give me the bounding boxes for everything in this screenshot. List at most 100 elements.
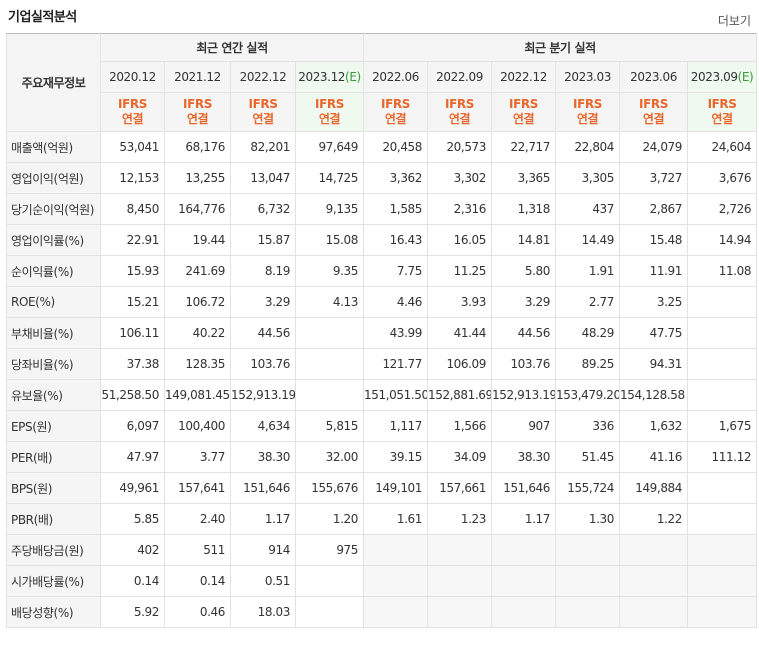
more-link[interactable]: 더보기 (717, 14, 751, 28)
table-cell: 8,450 (100, 193, 165, 225)
table-cell: 22,717 (491, 131, 557, 163)
table-cell: 1,632 (619, 410, 689, 442)
table-cell: 1,318 (491, 193, 557, 225)
period-label: 2023.09(E) (690, 70, 754, 84)
table-cell: 154,128.58 (619, 379, 689, 411)
consolidated-label: 연결 (186, 112, 209, 126)
table-row: 배당성향(%) 5.92 0.46 18.03 (6, 596, 758, 628)
table-cell: 94.31 (619, 348, 689, 380)
table-row: 유보율(%) 51,258.50 149,081.45 152,913.19 151,0… (6, 379, 758, 411)
table-cell: 44.56 (230, 317, 296, 349)
table-cell: 3,676 (687, 162, 758, 194)
table-cell (491, 596, 557, 628)
table-cell: 24,604 (687, 131, 758, 163)
period-header: 2023.03 (555, 61, 621, 93)
table-cell: 103.76 (491, 348, 557, 380)
table-cell: 9,135 (294, 193, 365, 225)
table-row: 순이익률(%) 15.93 241.69 8.19 9.35 7.75 11.25 5.80 1… (6, 255, 758, 287)
table-cell: 16.43 (363, 224, 429, 256)
table-cell: 155,676 (294, 472, 365, 504)
row-label: EPS(원) (6, 410, 101, 442)
table-cell: 100,400 (164, 410, 231, 442)
table-cell: 128.35 (164, 348, 231, 380)
table-cell: 68,176 (164, 131, 231, 163)
row-label: 영업이익(억원) (6, 162, 101, 194)
row-label: 당좌비율(%) (6, 348, 101, 380)
table-cell: 152,913.19 (491, 379, 557, 411)
table-cell (687, 596, 758, 628)
table-cell: 9.35 (294, 255, 365, 287)
table-cell (427, 534, 493, 566)
table-cell: 3.29 (230, 286, 296, 318)
ifrs-header: IFRS 연결 (427, 92, 493, 132)
ifrs-label: IFRS (118, 97, 147, 111)
table-cell: 6,732 (230, 193, 296, 225)
table-cell: 14.81 (491, 224, 557, 256)
period-header: 2023.09(E) (687, 61, 758, 93)
table-cell (427, 596, 493, 628)
table-cell (294, 348, 365, 380)
table-cell: 152,913.19 (230, 379, 296, 411)
table-cell (363, 534, 429, 566)
table-cell: 38.30 (230, 441, 296, 473)
table-cell: 39.15 (363, 441, 429, 473)
table-cell: 164,776 (164, 193, 231, 225)
table-cell: 12,153 (100, 162, 165, 194)
ifrs-header: IFRS 연결 (619, 92, 689, 132)
table-cell: 89.25 (555, 348, 621, 380)
table-cell: 7.75 (363, 255, 429, 287)
table-cell: 241.69 (164, 255, 231, 287)
table-cell: 1,675 (687, 410, 758, 442)
period-header: 2022.12 (230, 61, 296, 93)
ifrs-header: IFRS 연결 (230, 92, 296, 132)
table-cell: 18.03 (230, 596, 296, 628)
table-cell: 1,585 (363, 193, 429, 225)
table-cell: 106.72 (164, 286, 231, 318)
table-cell: 1.17 (230, 503, 296, 535)
table-cell (619, 534, 689, 566)
row-label: 순이익률(%) (6, 255, 101, 287)
consolidated-label: 연결 (318, 112, 341, 126)
ifrs-label: IFRS (315, 97, 344, 111)
row-label: PBR(배) (6, 503, 101, 535)
table-cell: 151,051.50 (363, 379, 429, 411)
corner-header: 주요재무정보 (6, 33, 101, 132)
table-cell: 11.91 (619, 255, 689, 287)
period-header: 2021.12 (164, 61, 231, 93)
table-cell: 0.14 (164, 565, 231, 597)
table-cell (491, 534, 557, 566)
table-cell: 20,573 (427, 131, 493, 163)
ifrs-label: IFRS (707, 97, 737, 111)
table-cell: 13,047 (230, 162, 296, 194)
table-row: PER(배) 47.97 3.77 38.30 32.00 39.15 34.09 38.30… (6, 441, 758, 473)
row-label: 매출액(억원) (6, 131, 101, 163)
table-cell: 106.11 (100, 317, 165, 349)
table-row: 영업이익률(%) 22.91 19.44 15.87 15.08 16.43 16.05 14… (6, 224, 758, 256)
table-cell: 0.51 (230, 565, 296, 597)
table-row: ROE(%) 15.21 106.72 3.29 4.13 4.46 3.93 3.29 2.7… (6, 286, 758, 318)
table-cell: 5.92 (100, 596, 165, 628)
table-cell: 1,566 (427, 410, 493, 442)
table-cell: 51,258.50 (100, 379, 165, 411)
table-cell: 153,479.20 (555, 379, 621, 411)
table-cell: 4.13 (294, 286, 365, 318)
period-header: 2023.12(E) (294, 61, 365, 93)
table-cell (363, 596, 429, 628)
table-cell (555, 534, 621, 566)
table-cell: 907 (491, 410, 557, 442)
ifrs-label: IFRS (381, 97, 410, 111)
table-cell: 15.48 (619, 224, 689, 256)
table-row: 부채비율(%) 106.11 40.22 44.56 43.99 41.44 44.56 48… (6, 317, 758, 349)
table-cell: 24,079 (619, 131, 689, 163)
table-cell (294, 565, 365, 597)
row-label: 영업이익률(%) (6, 224, 101, 256)
table-cell: 22.91 (100, 224, 165, 256)
period-header: 2022.09 (427, 61, 493, 93)
table-cell: 511 (164, 534, 231, 566)
ifrs-header: IFRS 연결 (100, 92, 165, 132)
table-cell: 51.45 (555, 441, 621, 473)
ifrs-label: IFRS (573, 97, 602, 111)
row-label: PER(배) (6, 441, 101, 473)
table-row: BPS(원) 49,961 157,641 151,646 155,676 149,101… (6, 472, 758, 504)
